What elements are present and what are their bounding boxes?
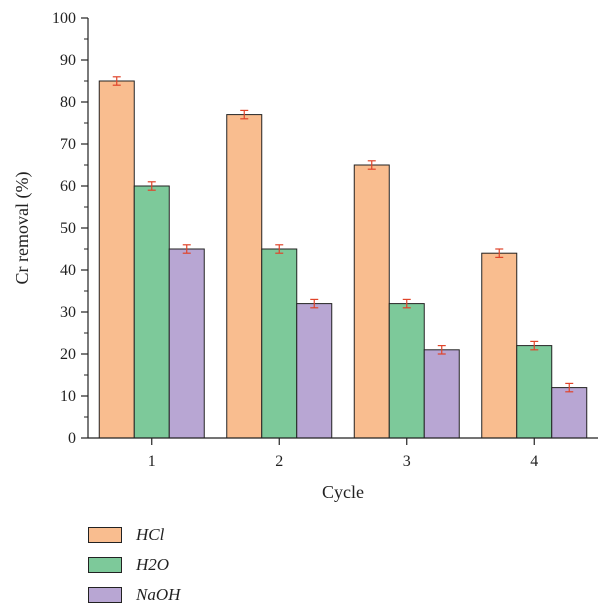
bar-h2o-cycle-4 <box>516 345 553 439</box>
legend-label-hcl: HCl <box>136 525 165 544</box>
legend-item-hcl: HCl <box>88 520 180 550</box>
bar-hcl-cycle-1 <box>98 80 135 439</box>
x-tick-label-4: 4 <box>530 453 538 470</box>
legend-item-naoh: NaOH <box>88 580 180 610</box>
x-tick-label-2: 2 <box>275 453 283 470</box>
bar-naoh-cycle-1 <box>168 248 205 439</box>
axes-layer: 0 10 20 30 40 50 60 70 80 90 100 1 2 3 4 <box>52 10 598 470</box>
y-tick-label-0: 0 <box>68 430 76 447</box>
legend-swatch-h2o <box>88 557 122 573</box>
error-bar-naoh-cycle-1 <box>182 244 191 254</box>
bar-hcl-cycle-2 <box>226 114 263 439</box>
y-tick-label-30: 30 <box>60 304 76 321</box>
y-tick-label-10: 10 <box>60 388 76 405</box>
bar-naoh-cycle-3 <box>423 349 460 439</box>
error-bar-naoh-cycle-3 <box>437 345 446 355</box>
y-tick-label-100: 100 <box>52 10 76 27</box>
error-bar-naoh-cycle-4 <box>565 382 574 393</box>
y-axis-title: Cr removal (%) <box>12 172 33 285</box>
bar-naoh-cycle-2 <box>296 303 333 439</box>
error-bar-naoh-cycle-2 <box>310 298 319 309</box>
bar-h2o-cycle-1 <box>133 185 170 439</box>
x-tick-label-1: 1 <box>148 453 156 470</box>
legend-swatch-naoh <box>88 587 122 603</box>
bar-h2o-cycle-3 <box>388 303 425 439</box>
x-tick-label-3: 3 <box>403 453 411 470</box>
error-bar-hcl-cycle-3 <box>367 160 376 170</box>
bar-hcl-cycle-3 <box>353 164 390 439</box>
y-tick-label-90: 90 <box>60 52 76 69</box>
bar-naoh-cycle-4 <box>551 387 588 439</box>
bar-chart: 0 10 20 30 40 50 60 70 80 90 100 1 2 3 4 Cr removal (%… <box>12 10 598 502</box>
error-bar-h2o-cycle-4 <box>530 340 539 351</box>
error-bar-hcl-cycle-1 <box>112 76 121 86</box>
error-bar-hcl-cycle-2 <box>240 109 249 120</box>
y-tick-label-60: 60 <box>60 178 76 195</box>
bar-h2o-cycle-2 <box>261 248 298 439</box>
y-tick-label-20: 20 <box>60 346 76 363</box>
y-tick-label-50: 50 <box>60 220 76 237</box>
legend-swatch-hcl <box>88 527 122 543</box>
error-bar-h2o-cycle-2 <box>275 244 284 254</box>
error-bar-hcl-cycle-4 <box>495 248 504 258</box>
legend-item-h2o: H2O <box>88 550 180 580</box>
x-axis-title: Cycle <box>322 482 364 502</box>
legend: HCl H2O NaOH <box>88 520 180 610</box>
y-tick-label-70: 70 <box>60 136 76 153</box>
legend-label-naoh: NaOH <box>136 585 181 604</box>
error-bar-h2o-cycle-1 <box>147 181 156 191</box>
error-bars-layer <box>112 76 574 393</box>
error-bar-h2o-cycle-3 <box>402 298 411 309</box>
bars-layer <box>98 80 588 439</box>
y-tick-label-40: 40 <box>60 262 76 279</box>
bar-hcl-cycle-4 <box>481 252 518 439</box>
y-tick-label-80: 80 <box>60 94 76 111</box>
legend-label-h2o: H2O <box>136 555 170 574</box>
